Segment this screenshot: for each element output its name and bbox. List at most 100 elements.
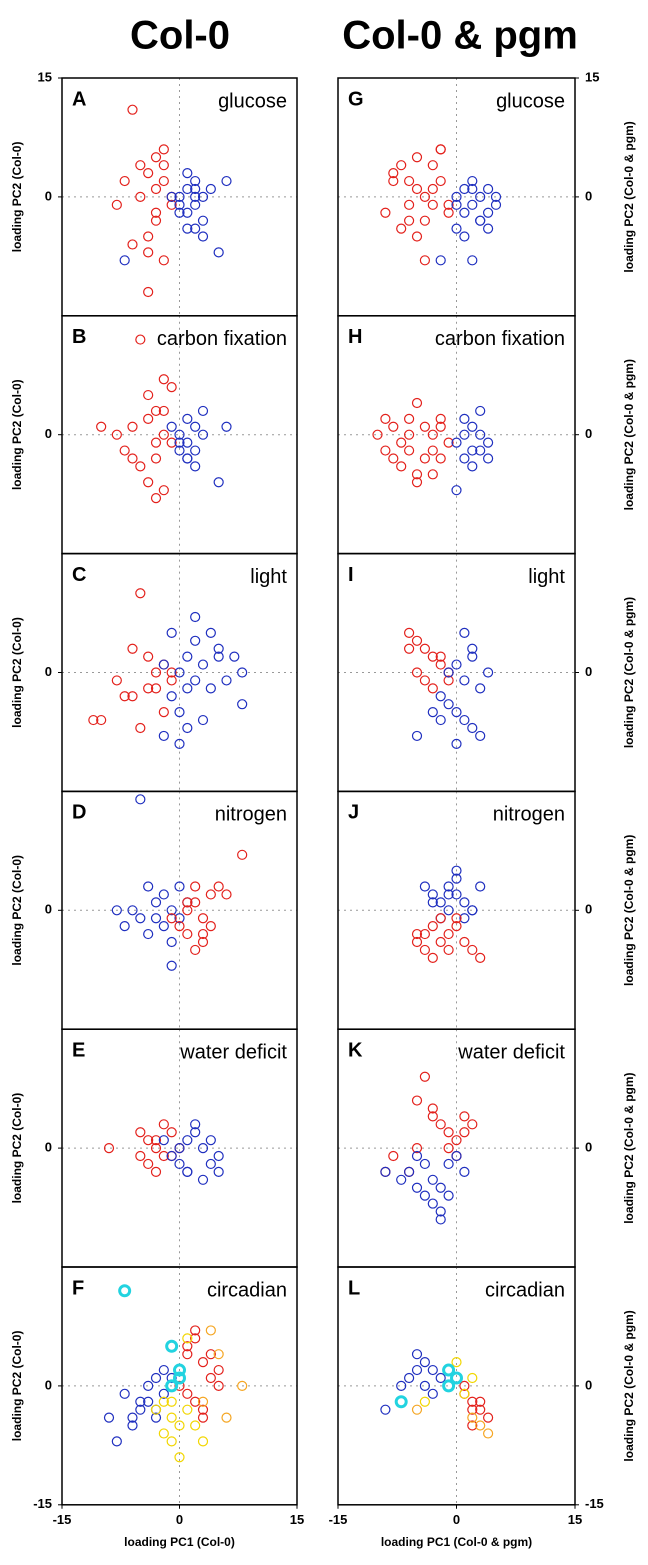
data-point <box>143 389 154 401</box>
data-point <box>483 183 494 195</box>
data-point <box>166 691 177 702</box>
data-point <box>197 1357 209 1368</box>
data-point <box>135 913 146 924</box>
data-point <box>143 1396 154 1407</box>
column-title: Col-0 & pgm <box>342 14 578 58</box>
data-point <box>213 247 224 258</box>
data-point <box>150 1404 162 1415</box>
data-point <box>190 175 201 187</box>
data-point <box>158 659 169 670</box>
panel-label: K <box>348 1039 363 1061</box>
data-point <box>427 183 438 195</box>
data-point <box>475 952 486 963</box>
panel-title: light <box>528 566 565 588</box>
data-point <box>467 199 478 210</box>
data-point <box>197 1396 209 1407</box>
data-point <box>174 667 185 678</box>
data-point <box>404 1372 415 1384</box>
data-point <box>435 691 446 702</box>
data-point <box>174 881 185 892</box>
data-point <box>143 1135 154 1146</box>
data-point <box>166 1436 177 1447</box>
data-point <box>467 255 478 266</box>
data-point <box>166 421 177 432</box>
y-axis-label: loading PC2 (Col-0 & pgm) <box>622 1310 636 1461</box>
data-point <box>205 1158 216 1170</box>
y-axis-label: loading PC2 (Col-0) <box>10 1093 24 1204</box>
data-point <box>111 1436 122 1447</box>
data-point <box>404 1166 415 1177</box>
data-point <box>166 913 177 924</box>
data-point <box>475 730 486 742</box>
data-point <box>396 160 407 171</box>
data-point <box>404 643 415 654</box>
panel-label: L <box>348 1277 360 1299</box>
data-point <box>435 897 446 908</box>
data-point <box>143 477 154 488</box>
data-point <box>467 1412 478 1423</box>
panel-label: D <box>72 802 86 824</box>
data-point <box>190 881 201 892</box>
data-point <box>475 683 486 694</box>
x-tick-label: 15 <box>568 1512 582 1527</box>
data-point <box>467 944 478 956</box>
data-point <box>237 699 248 710</box>
data-point <box>111 905 122 916</box>
data-point <box>411 477 423 488</box>
data-point <box>150 405 162 417</box>
data-point <box>174 199 185 210</box>
data-point <box>459 1166 470 1177</box>
y-axis-label: loading PC2 (Col-0 & pgm) <box>622 835 636 986</box>
panel-frame <box>337 1266 576 1506</box>
data-point <box>190 191 201 202</box>
data-point <box>467 1404 478 1415</box>
data-point <box>221 675 232 686</box>
data-point <box>419 1357 430 1368</box>
data-point <box>174 437 185 448</box>
data-point <box>396 1174 407 1185</box>
data-point <box>459 675 470 686</box>
data-point <box>103 1142 115 1154</box>
data-point <box>459 897 470 908</box>
data-point <box>143 683 154 694</box>
data-point <box>388 175 399 187</box>
data-point <box>467 445 478 456</box>
data-point <box>411 730 423 742</box>
y-axis-label: loading PC2 (Col-0) <box>10 142 24 253</box>
data-point <box>419 215 430 226</box>
data-point <box>174 191 185 202</box>
data-point <box>158 730 169 742</box>
data-point <box>158 255 169 266</box>
data-point <box>166 1396 177 1407</box>
data-point <box>197 1436 209 1447</box>
panel-label: G <box>348 88 364 110</box>
data-point <box>197 659 209 670</box>
data-point <box>427 683 438 694</box>
data-point <box>119 445 130 456</box>
data-point <box>135 1127 146 1138</box>
data-point <box>451 437 462 448</box>
data-point <box>174 921 185 932</box>
data-point <box>411 635 423 646</box>
data-point <box>143 651 154 662</box>
data-point <box>388 453 399 464</box>
data-point <box>174 707 185 718</box>
data-point <box>435 659 446 670</box>
data-point <box>143 247 154 258</box>
data-point <box>205 627 216 638</box>
data-point <box>467 421 478 432</box>
x-tick-label: -15 <box>53 1512 72 1527</box>
data-point <box>213 651 224 662</box>
data-point <box>435 913 446 924</box>
data-point <box>411 1364 423 1376</box>
data-point <box>475 1396 486 1407</box>
data-point <box>475 429 486 440</box>
data-point <box>467 905 478 916</box>
data-point <box>213 643 224 654</box>
data-point <box>103 1412 115 1423</box>
data-point <box>443 207 454 218</box>
data-point <box>127 1420 138 1431</box>
data-point <box>483 437 494 448</box>
data-point <box>459 1380 470 1392</box>
data-point <box>443 944 454 956</box>
